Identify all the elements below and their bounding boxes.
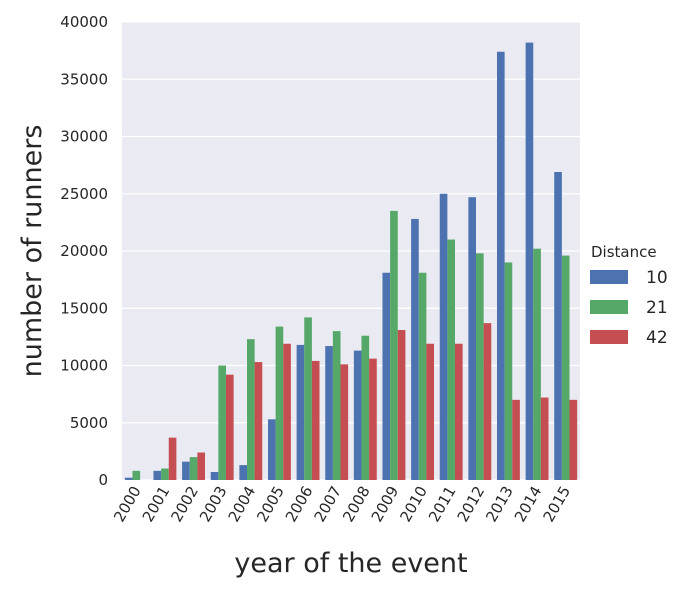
y-tick-label: 35000 [60,70,108,88]
bar-10-2014 [525,42,534,481]
x-axis-label: year of the event [234,548,467,579]
x-tick-label: 2010 [396,483,431,525]
bar-42-2004 [254,362,263,480]
legend-label: 21 [646,298,668,318]
bar-10-2000 [124,477,133,480]
bar-42-2012 [483,323,492,480]
bar-10-2005 [267,419,276,480]
x-tick-label: 2004 [225,483,260,525]
y-tick-label: 30000 [60,128,108,146]
bar-42-2005 [283,343,291,480]
bar-21-2012 [475,253,484,480]
bar-21-2005 [275,326,284,480]
x-tick-label: 2001 [139,483,174,525]
bar-21-2010 [418,272,427,480]
bar-21-2003 [218,365,227,480]
bar-42-2013 [512,399,520,480]
x-tick-label: 2003 [196,483,231,525]
x-tick-label: 2007 [310,483,345,525]
x-tick-label: 2015 [539,483,574,525]
bar-10-2015 [554,171,562,480]
bar-10-2007 [325,346,333,480]
bar-42-2002 [197,452,206,480]
bar-10-2010 [411,218,419,480]
legend-swatch-21 [590,300,628,314]
y-tick-label: 0 [98,471,108,489]
bar-10-2013 [496,51,505,481]
x-tick-label: 2000 [110,483,145,525]
bar-42-2003 [226,374,234,480]
bar-42-2008 [369,358,377,480]
bar-21-2008 [361,335,370,480]
bar-21-2013 [504,262,513,480]
x-tick-label: 2012 [454,483,489,525]
bar-42-2015 [569,399,578,480]
bar-42-2009 [397,330,406,480]
bar-10-2006 [296,344,305,480]
bar-21-2009 [390,210,398,481]
bar-21-2014 [533,248,541,480]
x-tick-label: 2011 [425,483,460,525]
legend-swatch-10 [590,270,628,284]
bar-42-2010 [426,343,435,480]
bar-10-2008 [353,350,362,480]
bar-21-2015 [561,255,570,480]
y-tick-label: 20000 [60,242,108,260]
y-tick-label: 40000 [60,13,108,31]
bar-42-2007 [340,364,349,480]
bar-42-2001 [168,437,177,480]
x-tick-label: 2014 [511,483,546,525]
legend-label: 10 [646,268,668,288]
bar-42-2006 [311,360,320,480]
bar-21-2000 [132,470,141,480]
x-tick-label: 2013 [482,483,517,525]
x-tick-label: 2002 [167,483,202,525]
y-tick-label: 25000 [60,185,108,203]
bar-21-2006 [304,317,312,480]
bar-10-2012 [468,197,476,480]
bars [124,42,578,481]
y-tick-labels: 0 5000 10000 15000 20000 25000 30000 35000 40000 [60,13,108,489]
bar-42-2011 [455,343,463,480]
y-axis-label: number of runners [17,125,48,378]
y-tick-label: 10000 [60,357,108,375]
bar-10-2004 [239,465,247,480]
bar-10-2003 [210,471,219,480]
legend-swatch-42 [590,330,628,344]
y-tick-label: 5000 [70,414,108,432]
bar-21-2002 [189,457,198,480]
x-tick-label: 2006 [282,483,317,525]
x-tick-labels: 2000200120022003200420052006200720082009… [110,483,574,525]
x-tick-label: 2008 [339,483,374,525]
bar-10-2009 [382,272,391,480]
legend-label: 42 [646,328,668,348]
bar-21-2001 [161,468,169,480]
legend: Distance 10 21 42 [590,243,668,348]
bar-10-2001 [153,470,162,480]
y-tick-label: 15000 [60,299,108,317]
bar-42-2014 [540,397,549,480]
x-tick-label: 2009 [368,483,403,525]
bar-21-2011 [447,239,456,480]
legend-title: Distance [591,243,657,261]
x-tick-label: 2005 [253,483,288,525]
bar-21-2007 [332,331,341,480]
bar-10-2002 [182,461,190,480]
bar-10-2011 [439,193,448,480]
bar-21-2004 [246,339,255,480]
